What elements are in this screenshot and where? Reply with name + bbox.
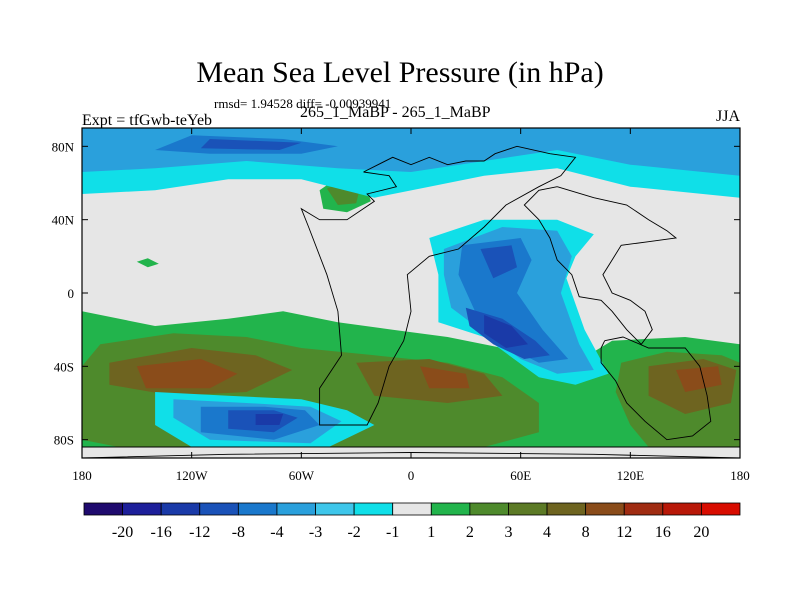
colorbar-swatch-13 [585,502,625,516]
colorbar-swatch-9 [430,502,471,516]
colorbar-label-5: -3 [309,524,322,541]
contour-region-9 [136,359,238,389]
y-axis: 80N 40N 0 40S 80S [52,139,740,448]
colorbar-swatch-11 [508,502,548,516]
contour-region-11 [676,366,722,392]
contour-region-26 [255,414,284,425]
x-tick-label-6: 180 [730,468,750,483]
colorbar-label-1: -16 [151,524,172,541]
colorbar-label-8: 1 [427,524,435,541]
colorbar-swatch-16 [701,502,741,516]
contour-region-21 [200,139,302,150]
contour-region-25 [484,315,528,348]
coastline-0 [300,145,577,426]
contour-region-22 [480,245,517,279]
x-tick-label-3: 0 [408,468,415,483]
colorbar-label-14: 16 [655,524,671,541]
y-tick-label-3: 40S [54,359,74,374]
y-tick-label-0: 80N [52,139,75,154]
colorbar-swatch-7 [353,502,394,516]
colorbar-label-9: 2 [466,524,474,541]
colorbar-swatch-3 [199,502,239,516]
colorbar: -20 -16 -12 -8 -4 -3 -2 -1 1 2 3 4 8 12 16 20 [83,502,741,541]
colorbar-label-7: -1 [386,524,399,541]
colorbar-swatch-0 [83,502,123,516]
x-tick-label-1: 120W [176,468,209,483]
colorbar-swatch-14 [623,502,664,516]
center-label: 265_1_MaBP - 265_1_MaBP [300,104,491,121]
y-tick-label-1: 40N [52,213,75,228]
colorbar-swatch-12 [546,502,587,516]
colorbar-swatch-2 [160,502,201,516]
colorbar-label-6: -2 [347,524,360,541]
chart-title: Mean Sea Level Pressure (in hPa) [196,56,604,89]
x-tick-label-2: 60W [289,468,315,483]
colorbar-label-13: 12 [616,524,632,541]
stats-label: rmsd= 1.94528 diff= -0.00939941 [214,96,392,111]
contour-region-19 [458,238,569,363]
contour-region-10 [420,366,470,389]
colorbar-label-11: 4 [543,524,551,541]
contour-region-2 [136,258,159,268]
x-tick-label-0: 180 [72,468,92,483]
colorbar-label-15: 20 [693,524,709,541]
y-tick-label-4: 80S [54,433,74,448]
colorbar-label-3: -8 [232,524,245,541]
colorbar-swatch-8 [392,502,432,516]
experiment-label: Expt = tfGwb-teYeb [82,112,213,129]
colorbar-label-2: -12 [189,524,210,541]
colorbar-swatch-15 [662,502,702,516]
x-tick-label-5: 120E [617,468,645,483]
colorbar-swatch-10 [469,502,509,516]
colorbar-swatch-1 [122,502,162,516]
coastline-1 [523,186,678,345]
x-tick-label-4: 60E [510,468,531,483]
contour-fill-layer [82,128,740,458]
colorbar-label-10: 3 [504,524,512,541]
x-axis: 180 120W 60W 0 60E 120E 180 [72,128,750,483]
coastline-2 [600,336,712,441]
colorbar-swatch-4 [237,502,278,516]
colorbar-label-0: -20 [112,524,133,541]
colorbar-label-4: -4 [270,524,283,541]
colorbar-swatch-5 [276,502,316,516]
y-tick-label-2: 0 [68,286,75,301]
colorbar-label-12: 8 [582,524,590,541]
season-label: JJA [715,108,740,125]
colorbar-swatch-6 [315,502,355,516]
